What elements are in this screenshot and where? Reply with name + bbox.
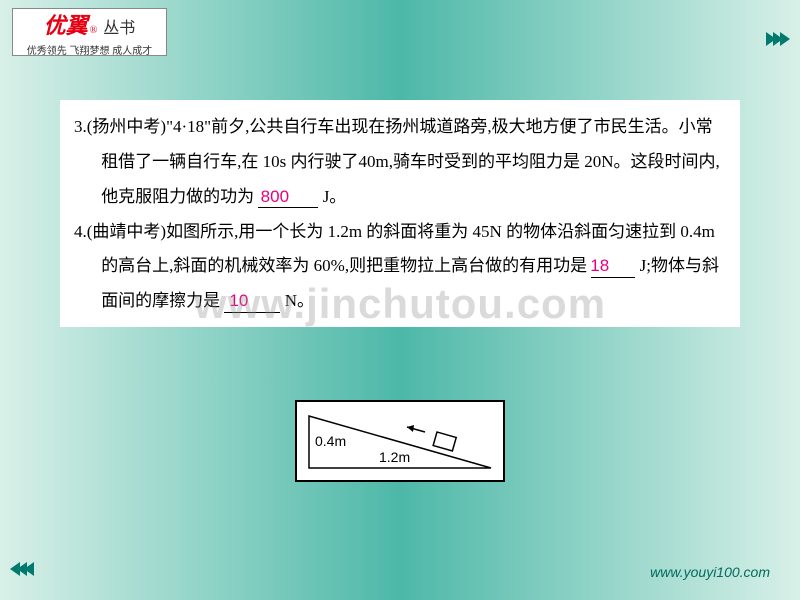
incline-svg: 0.4m 1.2m xyxy=(297,402,503,480)
incline-diagram: 0.4m 1.2m xyxy=(295,400,505,482)
logo-series: 丛书 xyxy=(103,14,135,38)
question-3: 3.(扬州中考)"4·18"前夕,公共自行车出现在扬州城道路旁,极大地方便了市民… xyxy=(74,110,726,215)
footer-url: www.youyi100.com xyxy=(650,564,770,580)
q3-answer: 800 xyxy=(258,187,318,208)
logo-main: 优翼 ® 丛书 xyxy=(44,8,136,40)
diagram-height-label: 0.4m xyxy=(315,433,346,449)
q3-text: 3.(扬州中考)"4·18"前夕,公共自行车出现在扬州城道路旁,极大地方便了市民… xyxy=(74,117,720,206)
q3-suffix: J。 xyxy=(323,187,347,206)
logo-tagline: 优秀领先 飞翔梦想 成人成才 xyxy=(27,42,153,57)
content-panel: 3.(扬州中考)"4·18"前夕,公共自行车出现在扬州城道路旁,极大地方便了市民… xyxy=(60,100,740,327)
q4-answer2: 10 xyxy=(224,291,280,312)
question-4: 4.(曲靖中考)如图所示,用一个长为 1.2m 的斜面将重为 45N 的物体沿斜… xyxy=(74,215,726,320)
logo-brand: 优翼 xyxy=(44,8,88,40)
nav-next-icon[interactable] xyxy=(769,32,790,46)
nav-prev-icon[interactable] xyxy=(10,562,31,576)
q4-suffix: N。 xyxy=(285,291,314,310)
logo-reg: ® xyxy=(90,25,98,36)
logo-box: 优翼 ® 丛书 优秀领先 飞翔梦想 成人成才 xyxy=(12,8,167,56)
q4-answer1: 18 xyxy=(591,256,635,277)
diagram-length-label: 1.2m xyxy=(379,449,410,465)
